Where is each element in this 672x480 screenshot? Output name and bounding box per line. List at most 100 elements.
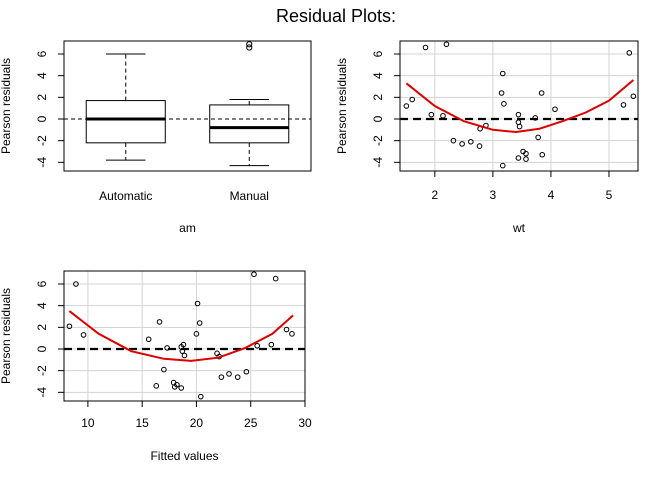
- data-point: [532, 115, 539, 121]
- x-tick-label: 5: [606, 188, 613, 202]
- data-point: [161, 366, 167, 373]
- data-point: [515, 155, 522, 161]
- data-point: [156, 319, 163, 325]
- y-tick-label: -2: [371, 135, 385, 146]
- outlier-point: [246, 41, 253, 48]
- y-axis-label: Pearson residuals: [0, 288, 13, 384]
- data-point: [197, 393, 204, 400]
- x-tick-label: 3: [490, 188, 497, 202]
- plot-frame: [63, 270, 306, 402]
- y-tick-label: 2: [35, 94, 49, 101]
- data-point: [476, 143, 483, 149]
- x-axis-label: wt: [512, 221, 526, 235]
- data-point: [626, 50, 633, 56]
- panel-3: [58, 270, 306, 407]
- data-point: [539, 151, 546, 158]
- x-axis-label: am: [179, 221, 196, 235]
- y-tick-label: -4: [35, 387, 49, 398]
- data-point: [226, 371, 232, 377]
- data-point: [443, 41, 450, 48]
- y-tick-label: 2: [371, 94, 385, 101]
- y-tick-label: 0: [35, 345, 49, 352]
- y-tick-label: -4: [35, 157, 49, 168]
- plot-frame: [399, 40, 639, 172]
- x-tick-label: Automatic: [99, 189, 152, 203]
- data-point: [179, 348, 186, 354]
- data-point: [289, 331, 295, 337]
- data-point: [164, 345, 170, 351]
- y-axis-label: Pearson residuals: [0, 58, 13, 154]
- data-point: [450, 137, 457, 144]
- y-tick-label: 2: [35, 324, 49, 331]
- panel-2: [394, 40, 639, 177]
- x-axis-label: Fitted values: [150, 449, 218, 463]
- data-point: [268, 341, 275, 348]
- y-tick-label: 4: [35, 302, 49, 309]
- data-point: [145, 336, 152, 343]
- data-point: [422, 44, 429, 51]
- data-point: [403, 103, 410, 109]
- x-tick-label: 4: [548, 188, 555, 202]
- data-point: [515, 111, 522, 118]
- x-tick-label: 10: [81, 416, 95, 430]
- data-point: [80, 332, 87, 338]
- y-tick-label: 0: [371, 115, 385, 122]
- y-tick-label: -4: [371, 157, 385, 168]
- data-point: [630, 93, 637, 100]
- y-tick-label: -2: [35, 135, 49, 146]
- plot-frame: [63, 40, 312, 172]
- y-tick-label: 6: [371, 50, 385, 57]
- y-tick-label: 4: [35, 72, 49, 79]
- y-tick-label: -2: [35, 365, 49, 376]
- data-point: [194, 300, 201, 307]
- data-point: [468, 138, 474, 145]
- outlier-point: [246, 44, 253, 51]
- data-point: [440, 112, 446, 119]
- data-point: [538, 90, 545, 96]
- data-point: [196, 320, 203, 326]
- y-tick-label: 0: [35, 115, 49, 122]
- data-point: [251, 271, 257, 278]
- panel-1: [58, 40, 312, 172]
- y-axis-label: Pearson residuals: [335, 58, 349, 154]
- data-point: [272, 275, 279, 282]
- y-tick-label: 6: [35, 280, 49, 287]
- data-point: [254, 342, 261, 349]
- smooth-curve: [68, 310, 294, 362]
- data-point: [171, 384, 178, 390]
- data-point: [180, 341, 187, 348]
- x-tick-label: 2: [431, 188, 438, 202]
- x-tick-label: 15: [135, 416, 149, 430]
- data-point: [428, 111, 435, 118]
- data-point: [73, 281, 79, 287]
- data-point: [234, 374, 241, 380]
- data-point: [498, 90, 505, 96]
- data-point: [409, 96, 415, 103]
- box-iqr: [209, 104, 290, 144]
- data-point: [66, 323, 73, 330]
- data-point: [459, 141, 465, 147]
- smooth-curve: [405, 79, 635, 134]
- data-point: [516, 123, 523, 130]
- data-point: [552, 106, 558, 113]
- x-tick-label: 20: [190, 416, 204, 430]
- data-point: [499, 162, 506, 169]
- data-point: [535, 134, 541, 141]
- data-point: [243, 368, 250, 375]
- data-point: [499, 70, 506, 77]
- data-point: [523, 156, 529, 162]
- data-point: [153, 383, 160, 389]
- y-tick-label: 4: [371, 72, 385, 79]
- data-point: [178, 385, 185, 391]
- data-point: [193, 331, 200, 337]
- data-point: [620, 102, 627, 108]
- x-tick-label: 25: [244, 416, 258, 430]
- x-tick-label: 30: [298, 416, 312, 430]
- data-point: [523, 150, 529, 157]
- box-iqr: [85, 100, 166, 144]
- data-point: [501, 101, 507, 107]
- x-tick-label: Manual: [230, 189, 269, 203]
- data-point: [218, 374, 225, 380]
- figure-title: Residual Plots:: [276, 6, 396, 26]
